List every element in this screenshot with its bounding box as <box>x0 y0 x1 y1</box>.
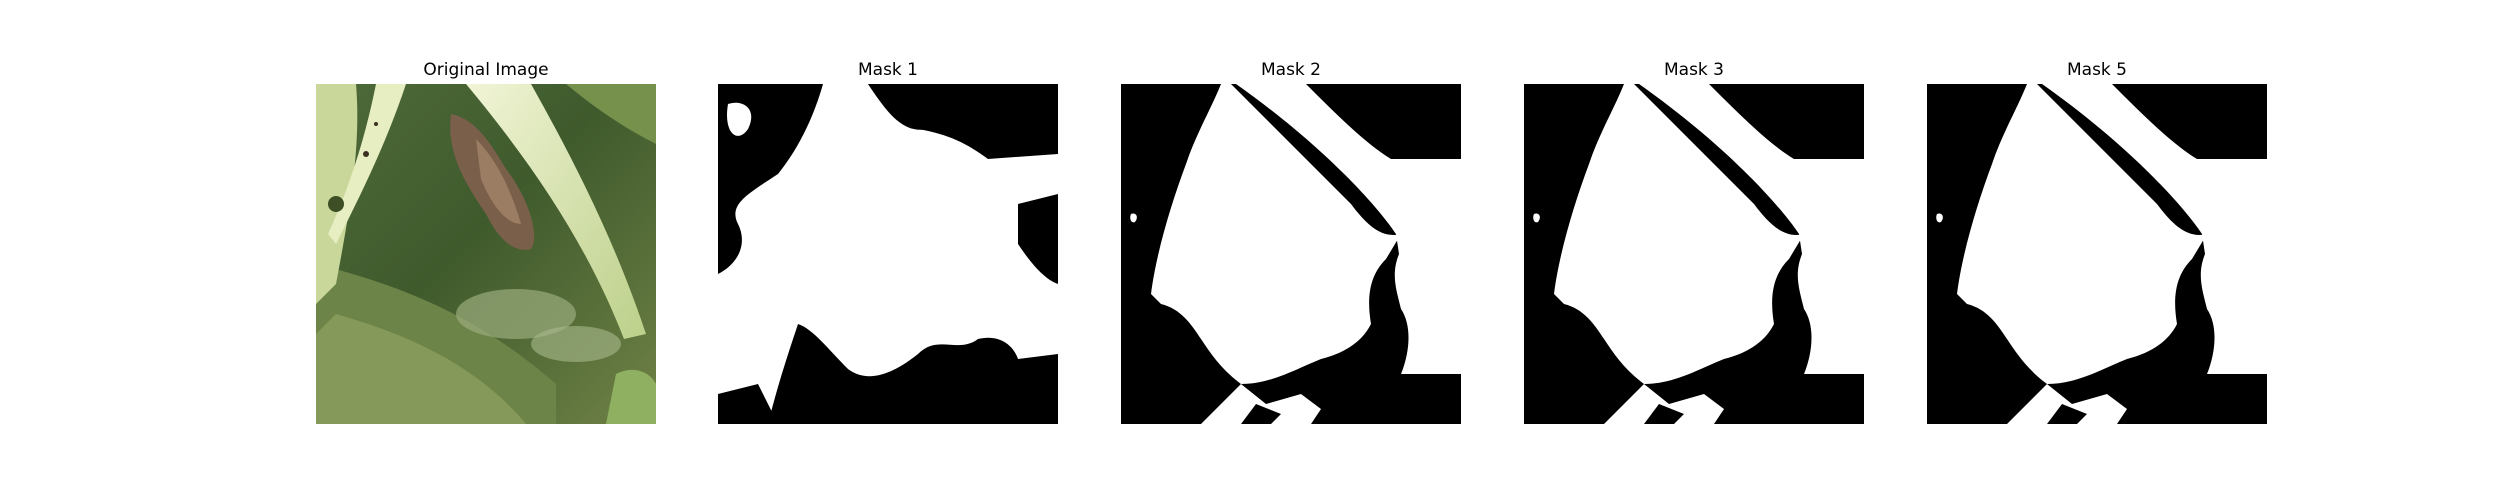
mask-3-image <box>1524 84 1864 424</box>
panel-title: Mask 5 <box>2066 60 2127 80</box>
mask-2-image <box>1121 84 1461 424</box>
panel-title: Original Image <box>423 60 549 80</box>
original-image <box>316 84 656 424</box>
panel-title: Mask 1 <box>857 60 918 80</box>
mask-5-image <box>1927 84 2267 424</box>
panel-title: Mask 3 <box>1663 60 1724 80</box>
panel-title: Mask 2 <box>1260 60 1321 80</box>
mask-1-image <box>718 84 1058 424</box>
